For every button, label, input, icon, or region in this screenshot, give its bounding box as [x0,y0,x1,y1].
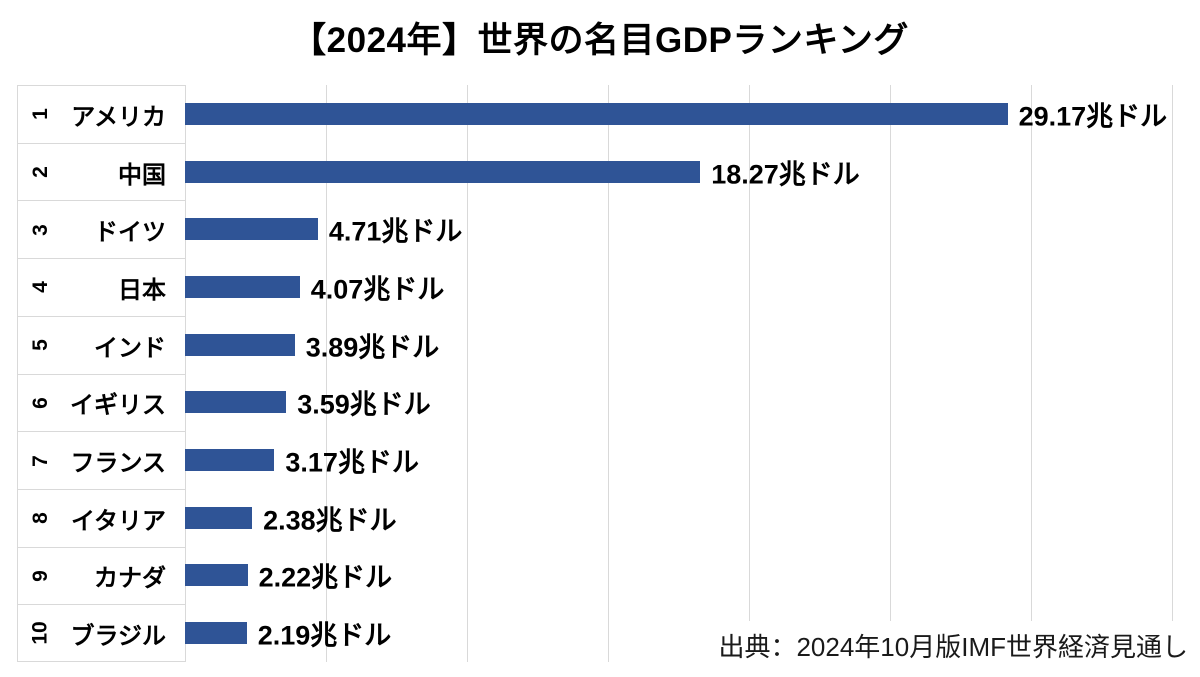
gdp-bar [185,564,248,587]
country-label: 日本 [118,276,166,304]
rank-label: 1 [29,108,52,121]
gridline [326,85,327,662]
category-cell: 6 イギリス [18,373,186,432]
category-cell: 8 イタリア [18,488,186,547]
rank-label: 5 [29,339,52,351]
category-cell: 2 中国 [18,142,186,201]
value-label: 18.27兆ドル [711,159,860,190]
gdp-bar [185,333,295,356]
gridline [749,85,750,662]
category-cell: 1 アメリカ [18,85,186,143]
rank-label: 9 [29,570,52,582]
rank-label: 2 [29,166,52,178]
category-axis: 1 アメリカ 2 中国 3 ドイツ 4 日本 5 インド 6 イギリス 7 フランス 8 イタリア 9 カナダ 10… [17,85,186,662]
rank-label: 7 [29,454,52,467]
gridline [890,85,891,662]
category-cell: 9 カナダ [18,546,186,605]
gdp-bar [185,506,253,529]
rank-label: 8 [29,512,52,525]
gdp-bar [185,160,701,183]
source-note: 出典：2024年10月版IMF世界経済見通し [702,621,1188,669]
gridline [608,85,609,662]
rank-label: 4 [29,281,52,294]
category-cell: 10 ブラジル [18,604,186,662]
rank-label: 10 [28,621,52,645]
country-label: インド [94,334,166,362]
country-label: イギリス [70,392,166,420]
value-label: 3.17兆ドル [285,447,419,478]
category-cell: 7 フランス [18,431,186,489]
gdp-bar [185,622,247,645]
value-label: 3.89兆ドル [305,332,440,363]
gridline [1031,85,1032,662]
country-label: フランス [70,450,166,478]
gridline [1172,85,1173,662]
rank-label: 3 [29,223,52,236]
gdp-bar [185,449,275,472]
value-label: 29.17兆ドル [1018,101,1168,132]
gdp-bar [185,391,287,414]
value-label: 2.38兆ドル [263,505,397,536]
value-label: 4.07兆ドル [310,274,445,305]
value-label: 4.71兆ドル [328,216,463,247]
category-cell: 5 インド [18,315,186,374]
gdp-bar [185,275,300,298]
country-label: ブラジル [70,622,166,650]
country-label: アメリカ [71,103,166,131]
category-cell: 3 ドイツ [18,200,186,258]
value-label: 2.19兆ドル [257,620,392,651]
value-label: 2.22兆ドル [258,562,393,593]
gdp-bar [185,218,318,241]
country-label: イタリア [70,507,166,535]
country-label: 中国 [118,161,166,189]
bar-chart: 1 アメリカ 2 中国 3 ドイツ 4 日本 5 インド 6 イギリス 7 フランス 8 イタリア 9 カナダ 10… [17,85,1173,662]
category-cell: 4 日本 [18,258,186,316]
country-label: カナダ [94,565,166,593]
gdp-bar [185,102,1008,125]
country-label: ドイツ [94,219,166,247]
value-label: 3.59兆ドル [297,389,431,420]
chart-title: 【2024年】世界の名目GDPランキング [291,21,909,60]
rank-label: 6 [29,397,52,409]
gridline [467,85,468,662]
